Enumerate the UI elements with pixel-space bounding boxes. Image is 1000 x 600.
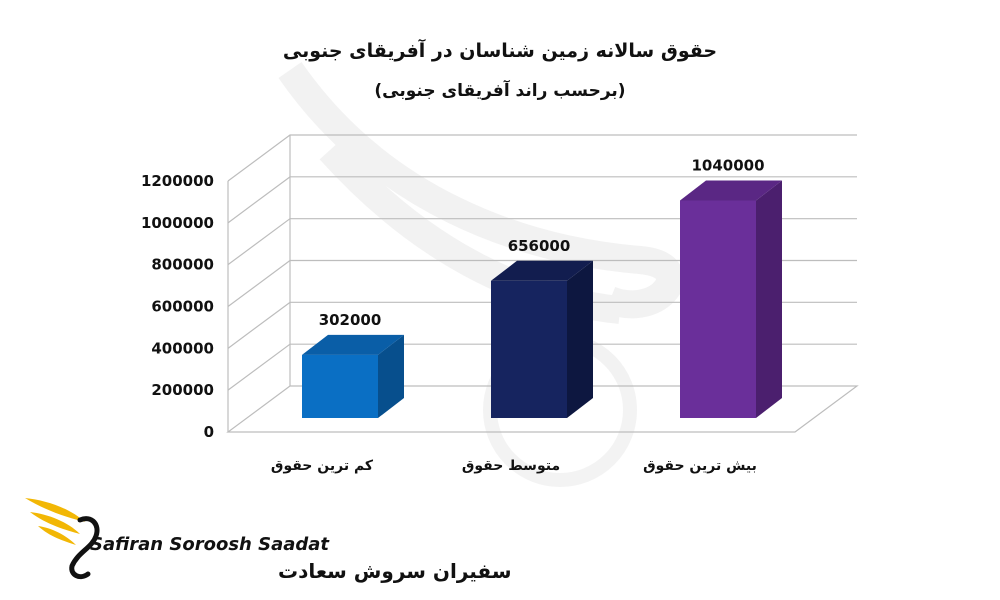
bar-side	[567, 260, 593, 418]
value-labels: 302000 656000 1040000	[319, 156, 765, 328]
grid	[227, 134, 857, 391]
bar-top	[491, 260, 593, 281]
value-label: 1040000	[691, 156, 764, 174]
bar-top	[302, 334, 404, 355]
bar-side	[756, 180, 782, 418]
chart-walls	[226, 135, 859, 433]
bar-top	[680, 180, 782, 201]
y-tick-label: 1200000	[141, 172, 214, 190]
y-tick-label: 0	[204, 423, 214, 441]
value-label: 656000	[508, 237, 571, 255]
y-tick-label: 400000	[151, 339, 214, 357]
category-labels: کم ترین حقوق متوسط حقوق بیش ترین حقوق	[271, 458, 757, 474]
category-label: کم ترین حقوق	[271, 458, 374, 474]
bars	[302, 180, 782, 418]
logo-persian-text: سفیران سروش سعادت	[278, 559, 512, 583]
y-tick-label: 200000	[151, 381, 214, 399]
y-tick-label: 800000	[151, 256, 214, 274]
logo-latin-text: Safiran Soroosh Saadat	[90, 534, 330, 555]
bar-side	[378, 334, 404, 418]
y-tick-label: 600000	[151, 298, 214, 316]
value-label: 302000	[319, 311, 382, 329]
chart-title: حقوق سالانه زمین شناسان در آفریقای جنوبی	[283, 38, 717, 62]
bar-front	[302, 354, 378, 418]
watermark	[278, 62, 684, 487]
bird-icon	[25, 498, 100, 580]
category-label: بیش ترین حقوق	[643, 458, 757, 474]
y-tick-label: 1000000	[141, 214, 214, 232]
y-axis-ticks: 0 200000 400000 600000 800000 1000000 1200000	[141, 172, 214, 441]
bar-front	[680, 200, 756, 418]
logo: Safiran Soroosh Saadat سفیران سروش سعادت	[25, 498, 512, 583]
floor	[226, 385, 859, 433]
bar-front	[491, 280, 567, 418]
category-label: متوسط حقوق	[462, 458, 560, 474]
chart-subtitle: (برحسب راند آفریقای جنوبی)	[374, 79, 625, 101]
